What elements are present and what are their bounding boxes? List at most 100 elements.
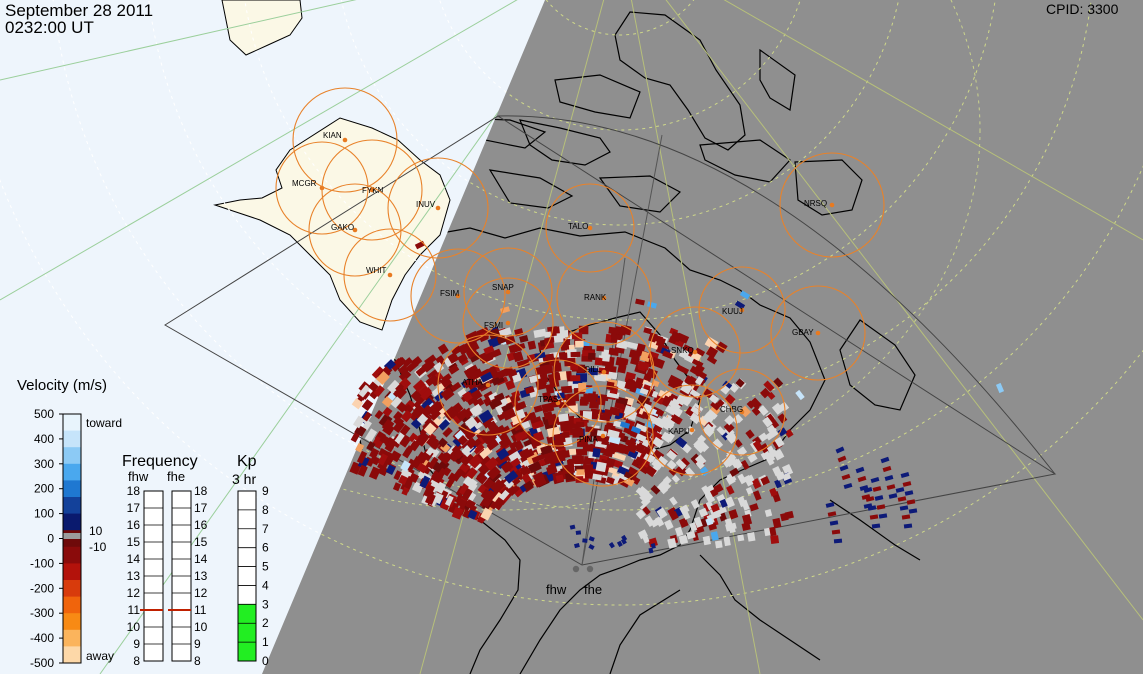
velocity-cell xyxy=(533,431,545,442)
velocity-cell xyxy=(626,341,639,350)
velocity-cell xyxy=(667,537,677,549)
station-marker xyxy=(829,202,835,208)
velocity-cell xyxy=(602,353,611,362)
velocity-cell xyxy=(692,403,704,414)
velocity-cell xyxy=(351,397,364,410)
velocity-cell xyxy=(570,363,579,371)
station-label: MCGR xyxy=(292,179,317,188)
velocity-cell xyxy=(451,442,463,454)
velocity-cell xyxy=(490,478,505,494)
velocity-cell xyxy=(704,491,716,504)
velocity-cell xyxy=(589,401,600,409)
velocity-cell xyxy=(412,379,426,393)
velocity-cell xyxy=(869,514,879,520)
velocity-cell xyxy=(771,402,784,415)
velocity-cell xyxy=(708,393,720,404)
velocity-cell xyxy=(373,385,385,398)
station-marker xyxy=(435,205,441,211)
velocity-cell xyxy=(713,483,724,494)
velocity-cell xyxy=(465,437,478,450)
station-label: INUV xyxy=(416,200,436,209)
velocity-cell xyxy=(385,464,396,475)
velocity-cell xyxy=(457,388,467,397)
velocity-cell xyxy=(795,389,805,401)
station-marker xyxy=(601,369,607,375)
velocity-cell xyxy=(408,432,419,444)
velocity-cell xyxy=(435,355,447,367)
velocity-cell xyxy=(570,351,581,358)
velocity-cell xyxy=(904,490,914,496)
velocity-cell xyxy=(646,368,658,380)
velocity-cell xyxy=(995,382,1005,394)
velocity-cell xyxy=(747,452,758,463)
station-label: TPAS xyxy=(538,395,558,404)
velocity-cell xyxy=(459,461,471,473)
velocity-cell xyxy=(492,497,506,511)
velocity-cell xyxy=(702,425,715,438)
velocity-cell xyxy=(665,415,677,426)
velocity-cell xyxy=(666,449,678,461)
frequency-tick-fhw: 11 xyxy=(128,603,141,617)
velocity-cell xyxy=(480,430,495,444)
velocity-tick-label: 400 xyxy=(34,432,54,446)
velocity-cell xyxy=(669,510,679,521)
velocity-cell xyxy=(504,470,519,484)
velocity-cell xyxy=(759,387,771,399)
velocity-cell xyxy=(724,414,735,426)
station-label: PINA xyxy=(579,435,598,444)
velocity-cell xyxy=(590,408,603,415)
velocity-cell xyxy=(702,412,715,425)
velocity-cell xyxy=(551,362,562,373)
velocity-cell xyxy=(766,445,775,455)
velocity-cell xyxy=(614,402,625,410)
velocity-cell xyxy=(486,465,501,480)
velocity-cell xyxy=(655,408,665,417)
velocity-cell xyxy=(468,351,481,363)
velocity-cell xyxy=(739,405,752,418)
station-label: FYKN xyxy=(362,186,384,195)
velocity-colorbar xyxy=(62,413,82,664)
velocity-cell xyxy=(775,471,786,481)
velocity-cell xyxy=(758,405,769,416)
velocity-cell xyxy=(368,381,379,393)
velocity-cell xyxy=(745,429,755,439)
station-gill: GILL xyxy=(553,321,655,423)
velocity-cell xyxy=(872,486,882,492)
velocity-cell xyxy=(642,506,651,516)
velocity-cell xyxy=(435,481,447,494)
velocity-cell xyxy=(843,482,853,490)
velocity-cell xyxy=(773,377,784,388)
velocity-cell xyxy=(461,487,473,502)
velocity-cell xyxy=(512,351,524,363)
velocity-cell xyxy=(423,422,437,436)
velocity-cell xyxy=(382,406,393,417)
velocity-cell xyxy=(702,535,711,546)
fov-circle xyxy=(556,250,652,346)
velocity-cell xyxy=(523,480,534,491)
velocity-cell xyxy=(741,513,753,526)
velocity-cell xyxy=(662,350,674,360)
station-label: FSIM xyxy=(440,289,459,298)
velocity-cell xyxy=(676,364,690,375)
velocity-cell xyxy=(371,366,386,381)
velocity-cell xyxy=(675,436,688,449)
velocity-cell xyxy=(419,475,431,489)
velocity-cell xyxy=(562,463,575,475)
velocity-cell xyxy=(772,517,782,529)
velocity-cell xyxy=(639,429,652,440)
kp-level-fill xyxy=(238,604,256,661)
velocity-cell xyxy=(641,533,650,544)
velocity-cell xyxy=(605,476,615,485)
station-atha: ATHA xyxy=(437,334,539,436)
velocity-color-segment xyxy=(63,463,81,481)
velocity-cell xyxy=(483,345,495,355)
velocity-cell xyxy=(462,427,475,440)
velocity-cell xyxy=(725,452,735,461)
kp-tick-label: 1 xyxy=(262,635,269,649)
velocity-cell xyxy=(656,507,668,519)
velocity-cell xyxy=(399,424,411,436)
velocity-cell xyxy=(825,502,835,508)
velocity-tick-label: -100 xyxy=(30,556,54,570)
velocity-cell xyxy=(689,522,698,532)
velocity-cell xyxy=(903,523,913,529)
